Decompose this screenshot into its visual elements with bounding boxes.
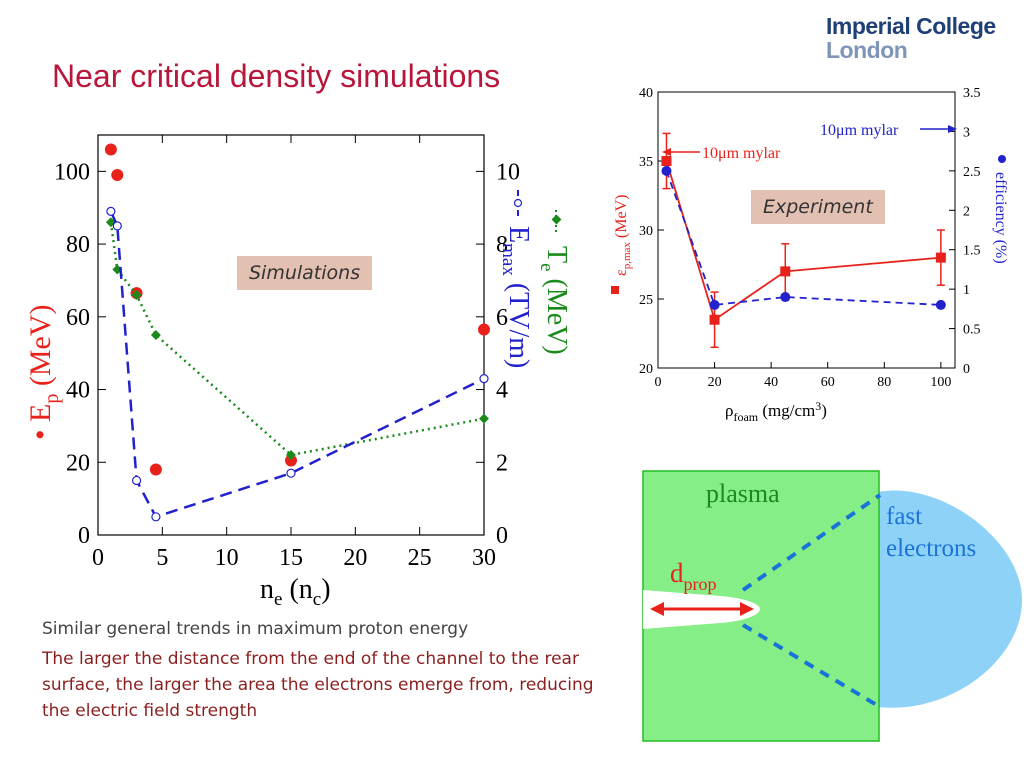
- efficiency-point: [935, 299, 946, 310]
- svg-text:10μm mylar: 10μm mylar: [820, 122, 899, 139]
- efficiency-point: [780, 292, 791, 303]
- ep-point: [149, 463, 162, 476]
- exp-y-tick-label: 35: [639, 155, 653, 170]
- electrons-label: electrons: [886, 535, 976, 562]
- ep-point: [104, 143, 117, 156]
- svg-text:εp,max (MeV): εp,max (MeV): [613, 195, 633, 276]
- emax-series-line: [109, 210, 485, 519]
- exp-y2-tick-label: 3.5: [963, 86, 981, 101]
- sim-x-tick-label: 10: [215, 545, 239, 571]
- logo-line1: Imperial College: [826, 13, 996, 39]
- exp-x-tick-label: 0: [655, 375, 662, 390]
- exp-y-tick-label: 20: [639, 362, 653, 377]
- emax-point: [106, 206, 116, 216]
- ep-exp-point: [661, 156, 672, 166]
- dprop-arrow-right-head: [740, 602, 754, 616]
- slide-title: Near critical density simulations: [52, 58, 501, 94]
- exp-y-tick-label: 40: [639, 86, 653, 101]
- exp-y2-tick-label: 2: [963, 204, 970, 219]
- ep-point: [285, 454, 297, 467]
- exp-y2-tick-label: 0: [963, 362, 970, 377]
- sim-y2-tick-label: 4: [496, 378, 508, 404]
- sim-xlabel: ne (nc): [260, 574, 331, 610]
- sim-y-tick-label: 100: [54, 159, 90, 185]
- exp-y2-tick-label: 0.5: [963, 323, 981, 338]
- electron-cone-upper: [741, 493, 882, 592]
- exp-y-tick-label: 25: [639, 293, 653, 308]
- emax-point: [151, 512, 161, 522]
- te-point: [286, 450, 296, 460]
- exp-ylabel-left: εp,max (MeV): [611, 195, 633, 294]
- simulations-tag: Simulations: [237, 256, 373, 290]
- emax-point: [479, 374, 489, 384]
- ep-point: [111, 169, 124, 181]
- caption-detail: The larger the distance from the end of …: [42, 649, 594, 721]
- te-point: [150, 330, 161, 340]
- exp-x-tick-label: 100: [930, 375, 951, 390]
- exp-ylabel-right: efficiency (%): [992, 155, 1009, 264]
- ep-exp-point: [709, 314, 720, 325]
- sim-x-tick-label: 5: [156, 545, 168, 571]
- exp-annotation-red: 10μm mylar: [662, 145, 781, 162]
- svg-text:efficiency (%): efficiency (%): [992, 172, 1009, 264]
- sim-y2-tick-label: 2: [496, 450, 508, 476]
- te-point: [131, 290, 142, 300]
- exp-y2-tick-label: 2.5: [963, 165, 981, 180]
- sim-x-tick-label: 30: [472, 545, 496, 571]
- sim-y2-tick-label: 6: [496, 305, 508, 331]
- efficiency-point: [661, 165, 672, 176]
- sim-y-tick-label: 20: [66, 450, 90, 476]
- exp-annotation-blue: 10μm mylar: [820, 122, 957, 139]
- imperial-logo: Imperial College London: [826, 14, 996, 62]
- dprop-label: dprop: [670, 558, 717, 594]
- emax-point: [286, 468, 296, 478]
- svg-text:Te (MeV): Te (MeV): [536, 246, 572, 355]
- exp-y2-tick-label: 3: [963, 125, 970, 140]
- exp-y2-tick-label: 1: [963, 283, 970, 298]
- exp-x-tick-label: 80: [877, 375, 891, 390]
- sim-y2-tick-label: 8: [496, 232, 508, 258]
- exp-x-tick-label: 60: [821, 375, 835, 390]
- sim-x-tick-label: 20: [343, 545, 367, 571]
- emax-point: [132, 475, 142, 486]
- sim-y-tick-label: 40: [66, 378, 90, 404]
- exp-x-tick-label: 20: [708, 375, 722, 390]
- sim-y-tick-label: 80: [66, 232, 90, 258]
- sim-y-tick-label: 60: [66, 305, 90, 331]
- emax-point: [112, 221, 122, 231]
- sim-x-tick-label: 0: [92, 545, 104, 571]
- sim-ylabel-right-emax: Emax (TV/m): [498, 190, 534, 368]
- sim-y-tick-label: 0: [78, 523, 90, 549]
- sim-x-tick-label: 15: [279, 545, 303, 571]
- plasma-label: plasma: [706, 479, 780, 508]
- sim-ylabel-left: • Ep (MeV): [24, 305, 63, 440]
- exp-y2-tick-label: 1.5: [963, 244, 981, 259]
- fast-label: fast: [886, 503, 922, 530]
- sim-x-tick-label: 25: [408, 545, 432, 571]
- fast-electrons-region: [878, 490, 1022, 708]
- caption-general: Similar general trends in maximum proton…: [42, 619, 469, 639]
- sim-ylabel-right-te: Te (MeV): [536, 210, 572, 355]
- exp-x-tick-label: 40: [764, 375, 778, 390]
- te-point: [479, 413, 489, 424]
- efficiency-point: [709, 299, 720, 310]
- svg-text:Emax (TV/m): Emax (TV/m): [498, 226, 534, 368]
- logo-line2: London: [826, 37, 908, 63]
- ep-point: [478, 323, 490, 336]
- svg-text:10μm mylar: 10μm mylar: [702, 145, 781, 162]
- electron-cone-lower: [741, 623, 882, 709]
- ep-exp-point: [780, 266, 791, 277]
- ep-exp-point: [935, 252, 946, 263]
- sim-y2-tick-label: 10: [496, 159, 520, 185]
- exp-xlabel: ρfoam (mg/cm3): [725, 399, 827, 424]
- dprop-arrow-left-head: [650, 602, 664, 616]
- te-series-line: [109, 222, 485, 457]
- exp-y-tick-label: 30: [639, 224, 653, 239]
- sim-y2-tick-label: 0: [496, 523, 508, 549]
- efficiency-line: [665, 170, 941, 306]
- experiment-tag: Experiment: [751, 190, 885, 224]
